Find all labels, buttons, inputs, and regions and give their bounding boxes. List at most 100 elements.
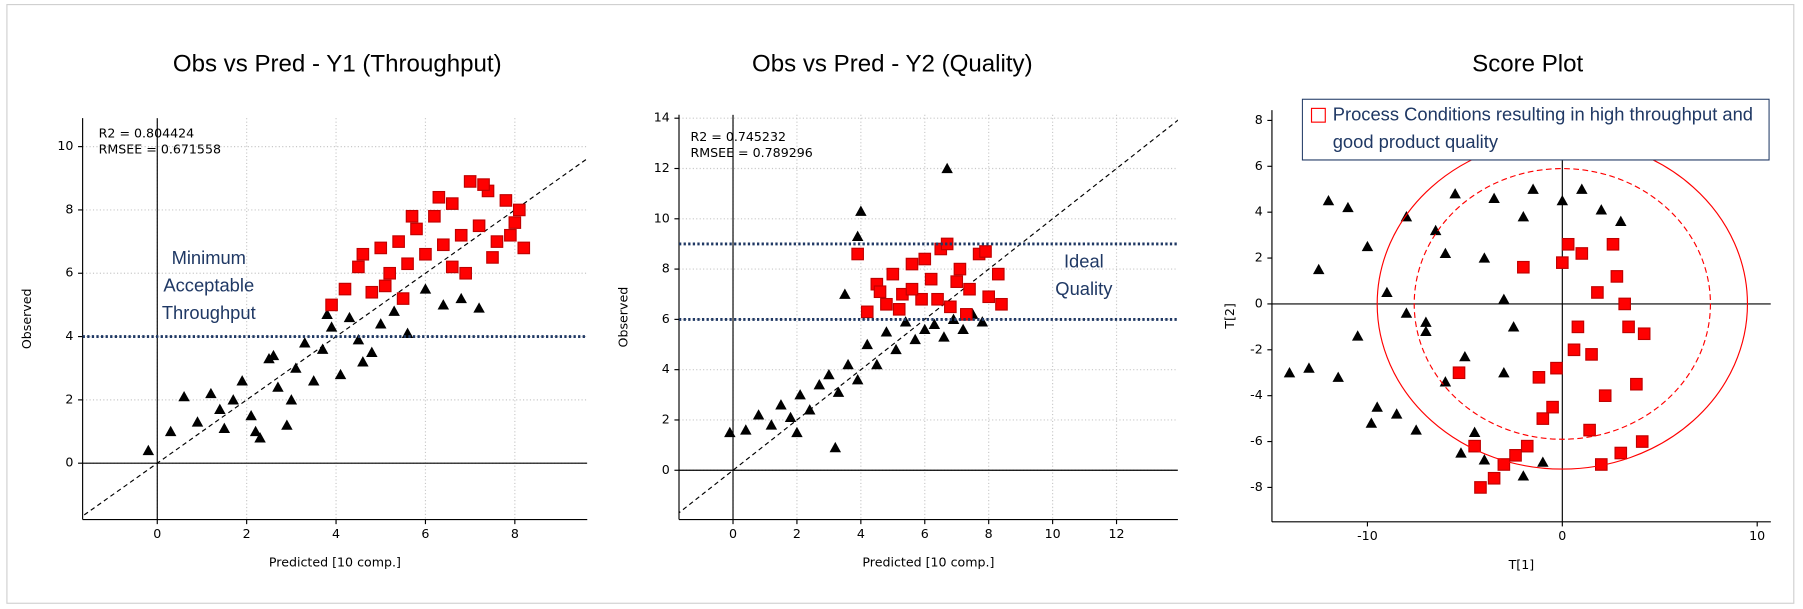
- point: [214, 403, 226, 414]
- point: [890, 343, 902, 355]
- x-axis-label: T[1]: [1508, 557, 1535, 572]
- chart-title: Obs vs Pred - Y1 (Throughput): [173, 51, 502, 78]
- point: [839, 288, 851, 299]
- point: [794, 389, 806, 400]
- x-tick-label: 4: [857, 526, 865, 541]
- point: [941, 162, 953, 174]
- y-tick-label: -4: [1250, 387, 1263, 402]
- point: [909, 333, 921, 345]
- point: [1400, 307, 1413, 318]
- point: [205, 387, 217, 399]
- point: [944, 300, 957, 314]
- point: [880, 297, 893, 311]
- x-tick-label: 0: [153, 526, 161, 541]
- point: [1576, 183, 1588, 194]
- point: [976, 316, 989, 327]
- point: [1459, 350, 1471, 362]
- point: [267, 349, 280, 361]
- point: [851, 247, 864, 261]
- point: [366, 346, 378, 357]
- point: [508, 216, 522, 229]
- x-tick-label: 0: [1558, 528, 1566, 543]
- point: [419, 247, 432, 261]
- point: [428, 209, 441, 223]
- point: [861, 338, 873, 350]
- point: [178, 390, 190, 402]
- y-tick-label: 4: [1255, 204, 1263, 219]
- point: [401, 257, 414, 271]
- point: [392, 235, 405, 248]
- point: [1637, 327, 1651, 341]
- x-tick-label: 10: [1749, 528, 1765, 543]
- chart: Obs vs Pred - Y1 (Throughput) 0 2 4 6 8 0 2 4 6 8 1…: [19, 51, 588, 570]
- point: [950, 275, 964, 288]
- annotation: Quality: [1055, 278, 1113, 299]
- y-tick-label: 2: [65, 391, 73, 406]
- point: [1520, 439, 1534, 453]
- point: [915, 292, 928, 306]
- point: [285, 394, 298, 405]
- point: [164, 425, 177, 437]
- y-tick-label: 6: [662, 311, 670, 326]
- point: [1474, 481, 1487, 494]
- point: [963, 282, 976, 296]
- x-axis-label: Predicted [10 comp.]: [862, 555, 994, 570]
- point: [899, 316, 912, 327]
- y-tick-label: 0: [662, 462, 670, 477]
- point: [459, 266, 472, 280]
- point: [1615, 215, 1627, 226]
- point: [499, 194, 513, 207]
- point: [1410, 424, 1422, 435]
- point: [1420, 316, 1432, 327]
- point: [383, 266, 396, 280]
- stat-label: R2 = 0.804424: [99, 126, 195, 141]
- y-tick-label: 8: [662, 261, 670, 276]
- x-axis-label: Predicted [10 comp.]: [269, 555, 401, 570]
- annotation: Ideal: [1064, 250, 1104, 271]
- point: [1478, 252, 1491, 263]
- point: [191, 416, 204, 427]
- point: [947, 313, 960, 324]
- point: [953, 262, 967, 276]
- point: [886, 267, 900, 281]
- point: [1371, 401, 1383, 412]
- y-tick-label: 4: [65, 328, 73, 343]
- point: [1556, 256, 1569, 269]
- point: [924, 272, 938, 286]
- point: [504, 228, 517, 242]
- point: [1610, 270, 1624, 283]
- point: [375, 318, 387, 329]
- diagonal: [82, 157, 588, 517]
- point: [218, 422, 231, 433]
- point: [473, 302, 485, 313]
- point: [1567, 343, 1581, 357]
- chart-title: Obs vs Pred - Y2 (Quality): [752, 51, 1033, 78]
- y-tick-label: -8: [1250, 479, 1263, 494]
- point: [365, 285, 379, 299]
- point: [1537, 456, 1549, 467]
- point: [938, 331, 950, 342]
- point: [979, 245, 992, 258]
- point: [437, 299, 450, 310]
- point: [236, 375, 248, 386]
- point: [1622, 320, 1635, 334]
- point: [752, 409, 765, 420]
- point: [419, 283, 432, 294]
- y-tick-label: 10: [654, 210, 670, 225]
- point: [1429, 224, 1442, 236]
- point: [517, 241, 531, 255]
- point: [490, 235, 504, 248]
- y-tick-label: 8: [1255, 112, 1263, 127]
- legend: Process Conditions resulting in high thr…: [1301, 98, 1770, 161]
- point: [1468, 439, 1481, 453]
- point: [1439, 247, 1452, 259]
- point: [1527, 183, 1539, 194]
- point: [724, 426, 736, 438]
- legend-swatch: [1310, 107, 1326, 123]
- point: [928, 318, 941, 329]
- point: [477, 178, 490, 191]
- point: [307, 375, 320, 386]
- point: [352, 260, 365, 274]
- plot-area: [82, 118, 588, 520]
